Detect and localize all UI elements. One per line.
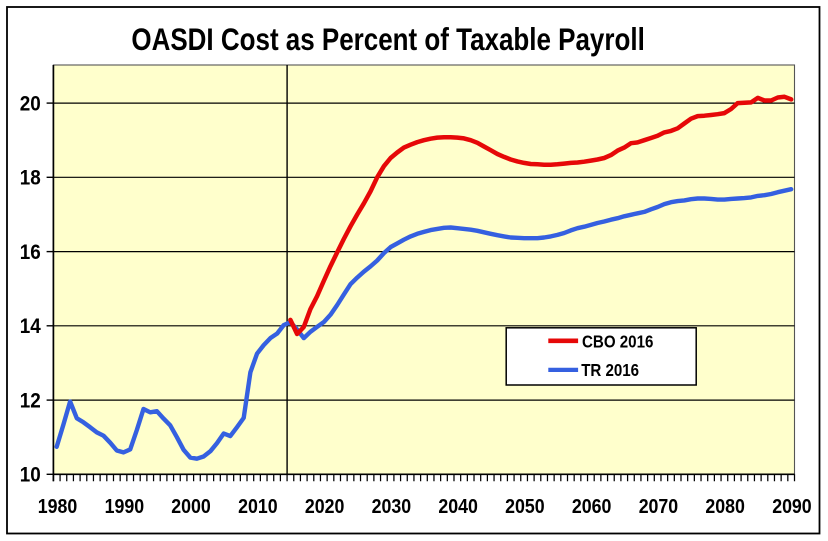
svg-text:14: 14 [20, 315, 41, 338]
svg-text:2060: 2060 [572, 496, 612, 518]
svg-text:12: 12 [20, 390, 41, 413]
svg-text:2080: 2080 [705, 496, 745, 518]
svg-text:2030: 2030 [372, 496, 412, 518]
svg-text:20: 20 [20, 93, 41, 116]
svg-text:TR 2016: TR 2016 [581, 360, 639, 380]
svg-text:2070: 2070 [639, 496, 679, 518]
svg-text:1980: 1980 [38, 496, 78, 518]
svg-text:2050: 2050 [505, 496, 544, 518]
svg-text:18: 18 [20, 167, 41, 190]
svg-text:2040: 2040 [438, 496, 478, 518]
svg-text:16: 16 [20, 241, 41, 264]
svg-text:2000: 2000 [171, 496, 211, 518]
svg-text:2020: 2020 [305, 496, 345, 518]
svg-text:2090: 2090 [772, 496, 812, 518]
svg-text:OASDI Cost as Percent of Taxab: OASDI Cost as Percent of Taxable Payroll [131, 21, 644, 57]
svg-text:1990: 1990 [105, 496, 145, 518]
svg-text:CBO 2016: CBO 2016 [582, 331, 653, 351]
svg-text:10: 10 [20, 464, 41, 487]
svg-text:2010: 2010 [238, 496, 278, 518]
